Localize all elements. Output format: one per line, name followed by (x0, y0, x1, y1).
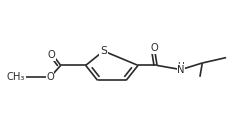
Text: O: O (151, 43, 159, 53)
Text: N: N (177, 65, 185, 75)
Text: H: H (178, 62, 184, 71)
Text: S: S (100, 46, 107, 56)
Text: CH₃: CH₃ (7, 72, 25, 82)
Text: O: O (46, 72, 54, 82)
Text: O: O (47, 50, 55, 60)
